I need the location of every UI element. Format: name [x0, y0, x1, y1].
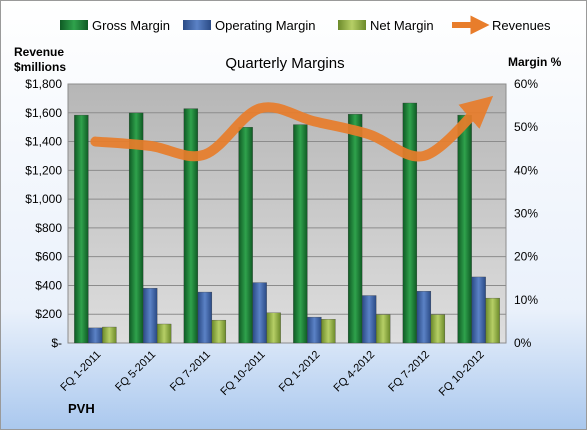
- bar-operating-margin: [361, 295, 377, 344]
- bar-gross-margin: [293, 124, 308, 344]
- bar-gross-margin: [128, 112, 144, 344]
- legend-swatch-net-margin: [338, 20, 366, 30]
- bar-net-margin: [211, 319, 227, 344]
- left-axis-title-line2: $millions: [14, 60, 66, 74]
- legend-label-gross-margin: Gross Margin: [92, 18, 170, 33]
- legend-label-net-margin: Net Margin: [370, 18, 434, 33]
- y-right-tick-label: 10%: [514, 293, 538, 307]
- chart-title: Quarterly Margins: [225, 55, 344, 72]
- bar-operating-margin: [252, 282, 267, 344]
- bar-net-margin: [156, 323, 172, 344]
- bar-gross-margin: [402, 102, 418, 344]
- bar-gross-margin: [183, 108, 199, 344]
- y-right-tick-label: 0%: [514, 336, 532, 350]
- legend-label-operating-margin: Operating Margin: [215, 18, 315, 33]
- bar-operating-margin: [142, 288, 158, 344]
- footer-label: PVH: [68, 401, 95, 416]
- bar-operating-margin: [88, 327, 103, 344]
- bar-gross-margin: [238, 127, 253, 344]
- y-left-tick-label: $1,800: [25, 77, 62, 91]
- y-left-tick-label: $600: [35, 250, 62, 264]
- bar-net-margin: [321, 319, 336, 344]
- legend: Gross Margin Operating Margin Net Margin…: [60, 15, 551, 35]
- legend-swatch-gross-margin: [60, 20, 88, 30]
- y-left-tick-label: $-: [51, 336, 62, 350]
- y-right-tick-label: 60%: [514, 77, 538, 91]
- legend-label-revenues: Revenues: [492, 18, 551, 33]
- y-right-tick-label: 20%: [514, 250, 538, 264]
- y-left-tick-label: $200: [35, 307, 62, 321]
- y-right-tick-label: 40%: [514, 163, 538, 177]
- bar-operating-margin: [471, 276, 486, 344]
- y-left-tick-label: $1,000: [25, 192, 62, 206]
- plot-border: [67, 83, 507, 344]
- bar-operating-margin: [307, 316, 322, 344]
- y-left-tick-label: $800: [35, 221, 62, 235]
- y-left-tick-label: $400: [35, 278, 62, 292]
- bar-net-margin: [266, 312, 281, 344]
- y-left-tick-label: $1,400: [25, 135, 62, 149]
- bar-operating-margin: [416, 291, 432, 344]
- revenues-line: [90, 95, 494, 162]
- legend-swatch-operating-margin: [183, 20, 211, 30]
- y-right-tick-label: 50%: [514, 120, 538, 134]
- y-left-tick-label: $1,200: [25, 163, 62, 177]
- bar-gross-margin: [74, 114, 89, 344]
- y-left-tick-label: $1,600: [25, 106, 62, 120]
- bar-net-margin: [485, 297, 500, 344]
- bar-net-margin: [102, 326, 117, 344]
- bar-operating-margin: [197, 291, 213, 344]
- left-axis-title-line1: Revenue: [14, 45, 64, 59]
- bar-net-margin: [375, 314, 391, 344]
- bar-net-margin: [430, 314, 446, 344]
- bar-gross-margin: [347, 114, 363, 344]
- bar-gross-margin: [457, 114, 472, 344]
- right-axis-title: Margin %: [508, 55, 562, 69]
- y-right-tick-label: 30%: [514, 207, 538, 221]
